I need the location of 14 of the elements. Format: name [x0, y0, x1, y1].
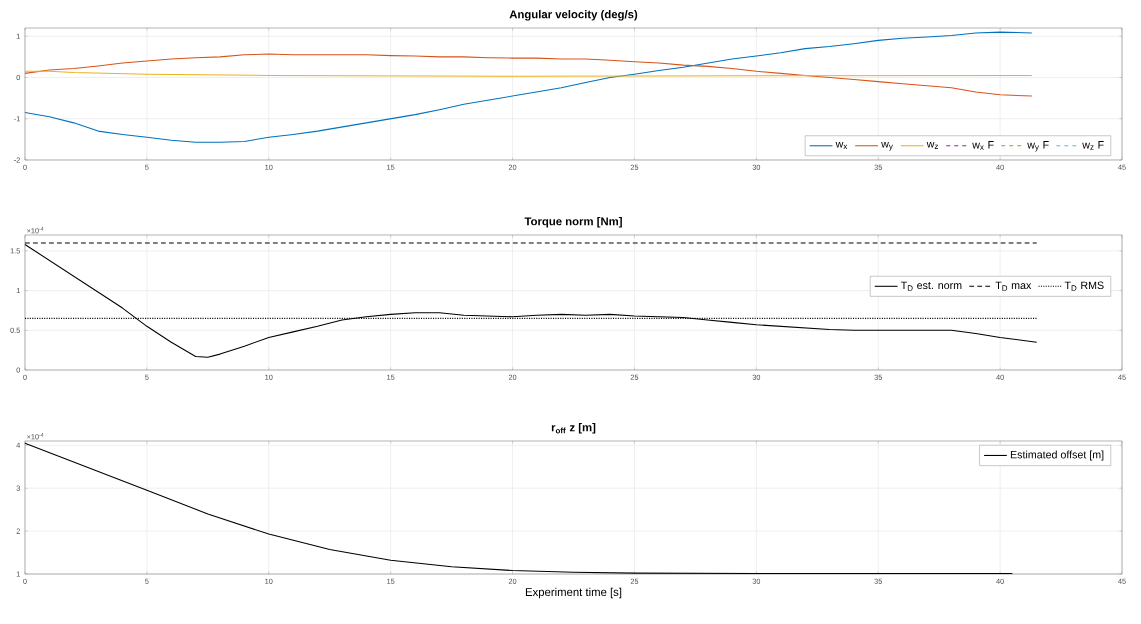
- legend-label: T$_{D}$ RMS: [1064, 281, 1104, 291]
- legend-label: Estimated offset [m]: [1010, 450, 1104, 461]
- chart-title: r$_{off}$ z [m]: [551, 423, 596, 434]
- legend-label: w$_{z}$ F: [1082, 141, 1104, 150]
- chart-title: Torque norm [Nm]: [524, 217, 622, 228]
- legend-label: w$_{y}$: [881, 141, 893, 151]
- chart-title: Angular velocity (deg/s): [509, 10, 638, 21]
- legend-label: w$_{y}$ F: [1027, 141, 1049, 152]
- legend-label: w$_{x}$: [835, 141, 848, 149]
- legend-label: T$_{D}$ max: [995, 281, 1032, 291]
- legend-label: w$_{z}$: [926, 141, 939, 149]
- legend-label: w$_{x}$ F: [972, 141, 994, 150]
- x-axis-title: Experiment time [s]: [525, 587, 622, 599]
- legend-label: T$_{D}$ est. norm: [900, 281, 962, 291]
